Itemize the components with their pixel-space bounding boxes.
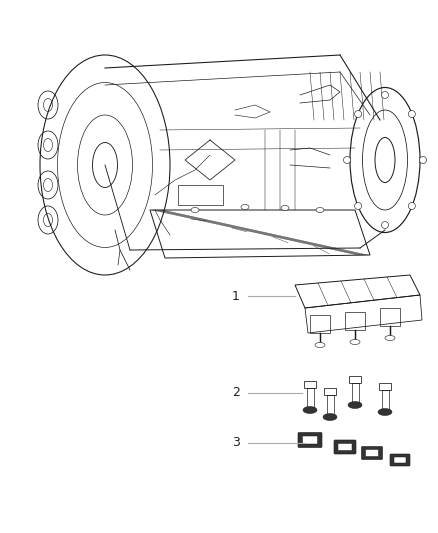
FancyBboxPatch shape xyxy=(298,432,322,448)
FancyBboxPatch shape xyxy=(394,457,406,463)
FancyBboxPatch shape xyxy=(361,447,382,459)
Ellipse shape xyxy=(348,401,362,408)
Bar xyxy=(380,308,400,326)
Ellipse shape xyxy=(381,92,389,99)
Ellipse shape xyxy=(355,110,362,118)
Bar xyxy=(324,388,336,395)
Ellipse shape xyxy=(281,206,289,211)
Ellipse shape xyxy=(343,157,350,164)
Ellipse shape xyxy=(385,335,395,341)
Ellipse shape xyxy=(350,340,360,344)
Ellipse shape xyxy=(303,407,317,414)
FancyBboxPatch shape xyxy=(334,440,356,454)
Bar xyxy=(310,315,330,333)
Ellipse shape xyxy=(355,203,362,209)
Bar xyxy=(379,383,391,390)
Ellipse shape xyxy=(323,414,337,421)
Bar xyxy=(345,312,365,330)
Bar xyxy=(178,185,223,205)
Text: 3: 3 xyxy=(232,437,240,449)
FancyBboxPatch shape xyxy=(365,449,378,456)
FancyBboxPatch shape xyxy=(390,454,410,466)
FancyBboxPatch shape xyxy=(338,443,352,450)
FancyBboxPatch shape xyxy=(303,436,318,444)
Text: 1: 1 xyxy=(232,289,240,303)
Ellipse shape xyxy=(408,110,415,118)
Ellipse shape xyxy=(378,408,392,416)
Text: 2: 2 xyxy=(232,386,240,400)
Ellipse shape xyxy=(420,157,427,164)
Ellipse shape xyxy=(191,207,199,213)
Ellipse shape xyxy=(241,205,249,209)
Ellipse shape xyxy=(408,203,415,209)
Ellipse shape xyxy=(381,222,389,229)
Bar xyxy=(304,381,316,388)
Bar xyxy=(349,376,361,383)
Ellipse shape xyxy=(316,207,324,213)
Ellipse shape xyxy=(315,343,325,348)
